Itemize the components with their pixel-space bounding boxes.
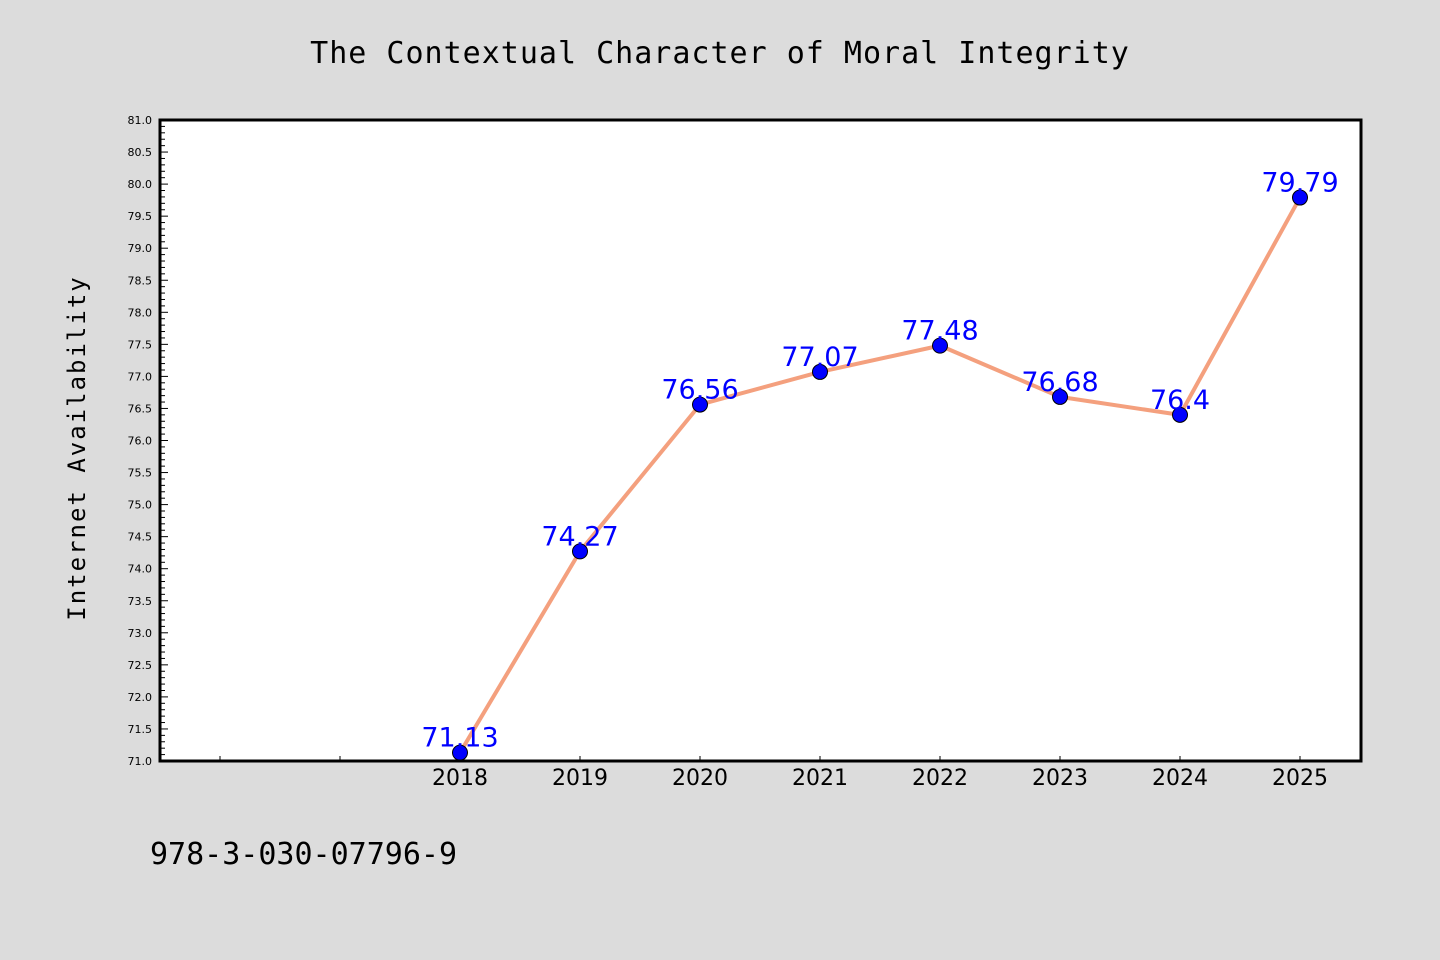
- data-point: [572, 543, 588, 560]
- x-tick-label: 2025: [1272, 766, 1328, 791]
- data-point: [1172, 406, 1188, 423]
- y-tick-label: 80.5: [128, 146, 153, 159]
- data-point: [932, 337, 948, 354]
- y-tick-label: 79.5: [128, 210, 153, 223]
- data-label: 79.79: [1261, 168, 1338, 199]
- isbn-text: 978-3-030-07796-9: [150, 837, 457, 872]
- y-tick-label: 73.5: [128, 595, 153, 608]
- data-labels-layer: 71.13 74.27 76.56 77.07 77.48 76.68 76.4 79.79: [421, 168, 1338, 754]
- y-tick-label: 73.0: [128, 627, 153, 640]
- y-tick-label: 78.5: [128, 274, 153, 287]
- data-label: 77.48: [901, 316, 978, 347]
- plot-area: [160, 120, 1361, 761]
- y-tick-label: 76.5: [128, 402, 153, 415]
- y-tick-label: 75.5: [128, 467, 153, 480]
- x-axis: 2018 2019 2020 2021 2022 2023 2024 2025: [219, 756, 1328, 791]
- y-axis: 71.0 71.5 72.0 72.5 73.0 73.5 74.0 74.5 75.0 75.5…: [128, 114, 168, 768]
- x-tick-label: 2020: [672, 766, 728, 791]
- y-tick-label: 79.0: [128, 242, 153, 255]
- y-axis-label: Internet Availability: [63, 275, 91, 620]
- data-point: [692, 396, 708, 413]
- data-label: 71.13: [421, 723, 498, 754]
- y-tick-label: 76.0: [128, 435, 153, 448]
- y-tick-label: 72.5: [128, 659, 153, 672]
- plot-border: [158, 118, 1363, 763]
- y-tick-label: 74.5: [128, 531, 153, 544]
- y-tick-label: 75.0: [128, 499, 153, 512]
- x-tick-label: 2022: [912, 766, 968, 791]
- y-tick-label: 78.0: [128, 306, 153, 319]
- data-label: 74.27: [541, 521, 618, 552]
- y-tick-label: 74.0: [128, 563, 153, 576]
- chart-title: The Contextual Character of Moral Integr…: [310, 36, 1130, 71]
- x-tick-label: 2023: [1032, 766, 1088, 791]
- y-tick-label: 71.5: [128, 723, 153, 736]
- data-label: 76.4: [1150, 385, 1210, 416]
- data-label: 77.07: [781, 342, 858, 373]
- x-tick-label: 2018: [432, 766, 488, 791]
- data-point: [812, 363, 828, 380]
- data-point: [1292, 189, 1308, 206]
- series-line: [458, 196, 1302, 754]
- x-tick-label: 2021: [792, 766, 848, 791]
- data-point: [1052, 388, 1068, 405]
- y-tick-label: 77.0: [128, 370, 153, 383]
- y-tick-label: 81.0: [128, 114, 153, 127]
- x-tick-label: 2024: [1152, 766, 1208, 791]
- data-label: 76.56: [661, 375, 738, 406]
- y-tick-label: 71.0: [128, 755, 153, 768]
- series-layer: [452, 189, 1308, 761]
- y-tick-label: 77.5: [128, 338, 153, 351]
- x-tick-label: 2019: [552, 766, 608, 791]
- y-tick-label: 72.0: [128, 691, 153, 704]
- y-tick-label: 80.0: [128, 178, 153, 191]
- data-label: 76.68: [1021, 367, 1098, 398]
